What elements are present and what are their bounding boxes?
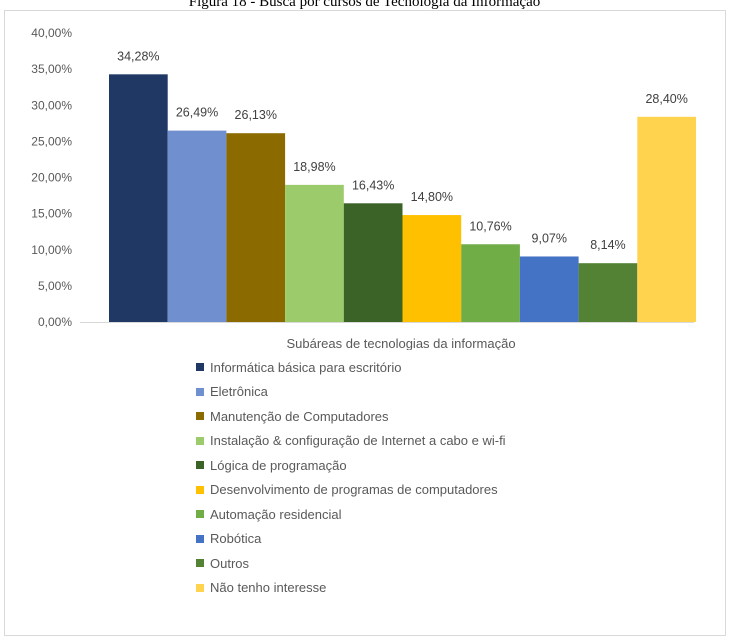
- y-tick-label: 25,00%: [31, 134, 72, 148]
- legend-label: Não tenho interesse: [210, 580, 327, 596]
- y-tick-label: 30,00%: [31, 98, 72, 112]
- legend-swatch: [196, 461, 204, 470]
- legend-swatch: [196, 510, 204, 519]
- legend-entry: Desenvolvimento de programas de computad…: [196, 478, 506, 503]
- x-axis-label: Subáreas de tecnologias da informação: [286, 336, 515, 350]
- y-tick-label: 35,00%: [31, 62, 72, 76]
- bars: [109, 74, 696, 323]
- y-tick-label: 20,00%: [31, 171, 72, 185]
- data-label: 16,43%: [352, 178, 394, 192]
- legend-swatch: [196, 363, 204, 372]
- bar: [402, 215, 462, 322]
- legend-entry: Automação residencial: [196, 502, 506, 527]
- legend-entry: Eletrônica: [196, 380, 506, 405]
- legend-label: Robótica: [210, 531, 262, 547]
- legend-label: Outros: [210, 555, 250, 571]
- bar-chart: 0,00% 5,00% 10,00% 15,00% 20,00% 25,00% 30,00%…: [31, 26, 696, 350]
- bar: [109, 74, 168, 323]
- legend-label: Lógica de programação: [210, 457, 347, 473]
- data-label: 10,76%: [469, 219, 511, 233]
- legend-label: Automação residencial: [210, 506, 342, 522]
- data-label: 28,40%: [645, 92, 687, 106]
- legend-label: Instalação & configuração de Internet a …: [210, 433, 506, 449]
- legend-entry: Outros: [196, 551, 506, 576]
- legend-entry: Não tenho interesse: [196, 576, 506, 601]
- data-label: 34,28%: [117, 49, 159, 63]
- legend-swatch: [196, 583, 204, 592]
- bar: [167, 130, 227, 322]
- y-tick-label: 40,00%: [31, 26, 72, 40]
- legend-entry: Instalação & configuração de Internet a …: [196, 429, 506, 454]
- y-tick-label: 5,00%: [38, 279, 72, 293]
- legend-entry: Informática básica para escritório: [196, 355, 506, 380]
- bar: [226, 133, 286, 322]
- data-label: 8,14%: [590, 238, 625, 252]
- chart-frame: [4, 10, 726, 636]
- legend-entry: Manutenção de Computadores: [196, 404, 506, 429]
- y-tick-label: 10,00%: [31, 243, 72, 257]
- legend-swatch: [196, 534, 204, 543]
- y-tick-label: 15,00%: [31, 207, 72, 221]
- bar: [578, 263, 638, 322]
- y-axis-ticks: 0,00% 5,00% 10,00% 15,00% 20,00% 25,00% 30,00%…: [31, 26, 72, 329]
- data-label: 26,49%: [176, 106, 218, 120]
- legend-swatch: [196, 436, 204, 445]
- bar: [637, 116, 696, 322]
- legend-swatch: [196, 387, 204, 396]
- legend-label: Eletrônica: [210, 384, 268, 400]
- y-tick-label: 0,00%: [38, 315, 72, 329]
- legend-swatch: [196, 412, 204, 421]
- legend-entry: Robótica: [196, 527, 506, 552]
- figure-caption: Figura 18 - Busca por cursos de Tecnolog…: [188, 0, 541, 10]
- legend-entry: Lógica de programação: [196, 453, 506, 478]
- legend-label: Manutenção de Computadores: [210, 408, 389, 424]
- legend-swatch: [196, 485, 204, 494]
- data-label: 14,80%: [411, 190, 453, 204]
- legend: Informática básica para escritório Eletrô…: [196, 355, 506, 600]
- bar: [343, 203, 403, 322]
- legend-label: Desenvolvimento de programas de computad…: [210, 482, 498, 498]
- bar: [285, 184, 344, 322]
- bar: [519, 256, 579, 322]
- data-label: 26,13%: [235, 108, 277, 122]
- bar: [461, 244, 520, 322]
- legend-label: Informática básica para escritório: [210, 359, 402, 375]
- data-label: 9,07%: [532, 231, 567, 245]
- legend-swatch: [196, 559, 204, 568]
- data-labels: 34,28% 26,49% 26,13% 18,98% 16,43% 14,80% 10,7…: [117, 49, 688, 252]
- data-label: 18,98%: [293, 160, 335, 174]
